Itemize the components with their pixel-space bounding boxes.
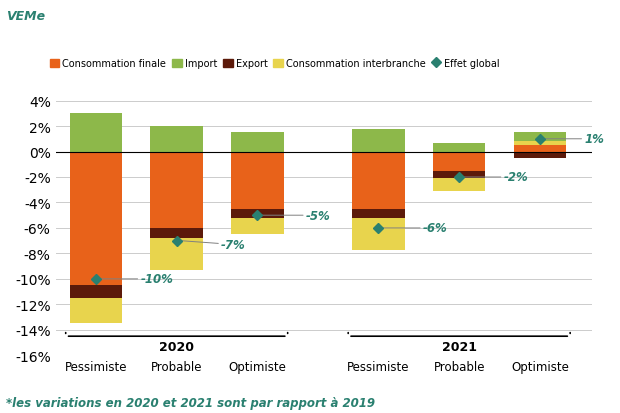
Text: -10%: -10%	[100, 273, 173, 286]
Text: -6%: -6%	[383, 222, 448, 235]
Bar	[69, 298, 122, 324]
Bar	[433, 171, 485, 179]
Bar	[352, 129, 405, 152]
Bar	[69, 285, 122, 298]
Bar	[231, 133, 283, 152]
Bar	[513, 146, 566, 152]
Bar	[513, 133, 566, 152]
Bar	[352, 152, 405, 209]
Bar	[151, 228, 203, 239]
Text: 2020: 2020	[159, 340, 194, 353]
Text: 2021: 2021	[441, 340, 477, 353]
Bar	[151, 239, 203, 271]
Text: *les variations en 2020 et 2021 sont par rapport à 2019: *les variations en 2020 et 2021 sont par…	[6, 396, 375, 409]
Text: -2%: -2%	[463, 171, 528, 184]
Bar	[513, 152, 566, 159]
Bar	[69, 152, 122, 285]
Bar	[231, 209, 283, 218]
Bar	[433, 143, 485, 152]
Bar	[352, 209, 405, 218]
Text: -7%: -7%	[180, 238, 246, 252]
Bar	[231, 152, 283, 209]
Bar	[513, 142, 566, 146]
Bar	[151, 127, 203, 152]
Legend: Consommation finale, Import, Export, Consommation interbranche, Effet global: Consommation finale, Import, Export, Con…	[50, 59, 500, 69]
Bar	[433, 179, 485, 192]
Bar	[151, 152, 203, 228]
Bar	[231, 218, 283, 235]
Text: VEMe: VEMe	[6, 10, 45, 23]
Bar	[433, 152, 485, 171]
Text: -5%: -5%	[262, 209, 330, 222]
Text: 1%: 1%	[544, 133, 604, 146]
Bar	[352, 218, 405, 250]
Bar	[69, 114, 122, 152]
